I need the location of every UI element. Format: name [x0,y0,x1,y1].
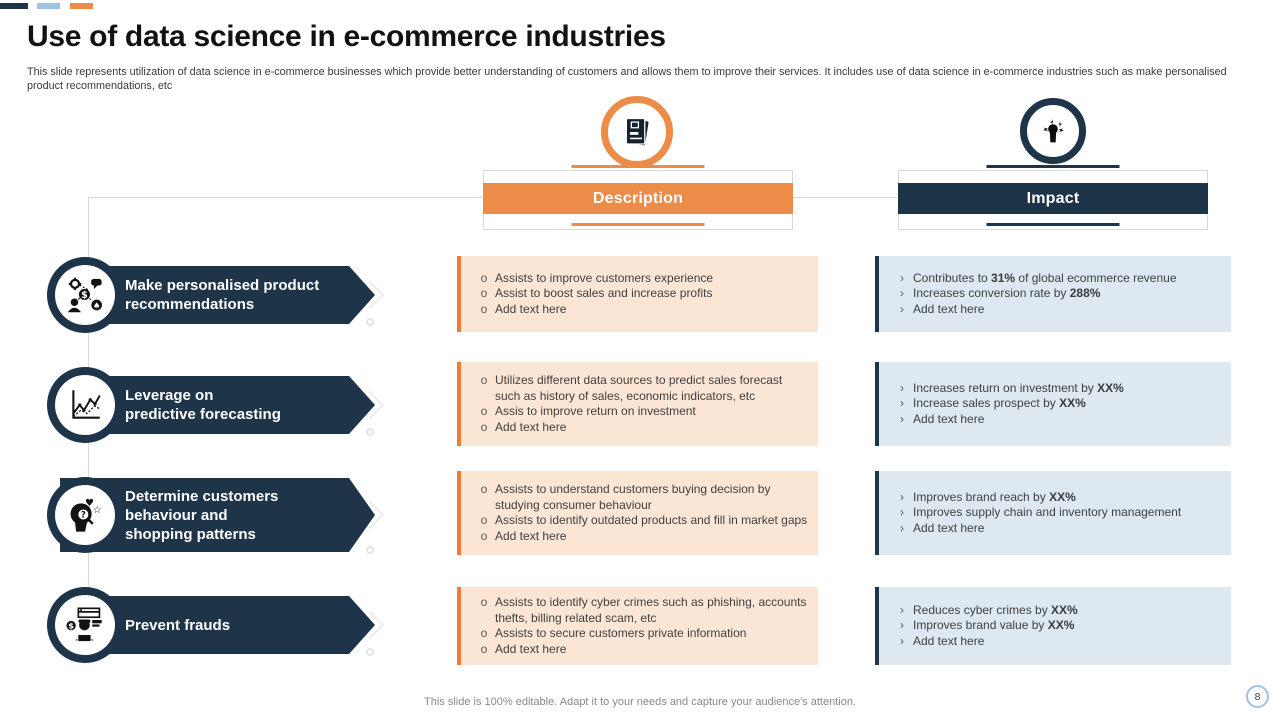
bullet-item: o Assists to secure customers private inf… [480,626,747,640]
accent-bar-orange [70,3,93,9]
customer-behaviour-icon: ? ♥ ☆ [47,477,123,553]
svg-text:♠: ♠ [93,300,101,310]
impact-bullets: › Increases return on investment by XX% › I… [879,381,1231,428]
bullet-item: › Add text here [900,520,985,535]
bullet-item: o Utilizes different data sources to pred… [480,373,783,403]
bullet-item: o Assist to boost sales and increase prof… [480,286,713,301]
tip-dot [366,648,374,656]
impact-box: › Improves brand reach by XX% › Improves su… [875,471,1231,555]
bullet-item: › Add text here [900,633,985,648]
description-box: o Assists to understand customers buying … [457,471,818,555]
description-bullets: o Assists to identify cyber crimes such a… [461,595,818,657]
impact-header-box: Impact [898,165,1208,230]
description-box: o Utilizes different data sources to pred… [457,362,818,446]
bullet-item: › Contributes to 31% of global ecommerce … [900,270,1177,285]
bullet-item: › Increases return on investment by XX% [900,380,1124,395]
svg-text:?: ? [81,511,86,521]
description-header: Description [483,183,793,214]
description-bullets: o Utilizes different data sources to pred… [461,373,818,435]
description-bullets: o Assists to understand customers buying … [461,482,818,544]
impact-bullets: › Improves brand reach by XX% › Improves su… [879,490,1231,537]
fraud-prevention-icon: $ [47,587,123,663]
impact-fist-icon [1020,98,1086,164]
description-accent-bottom [571,223,705,226]
bullet-item: › Improves supply chain and inventory man… [900,505,1182,520]
bullet-item: › Add text here [900,301,985,316]
bullet-item: o Assists to improve customers experience [480,270,714,285]
bullet-item: o Add text here [480,419,567,434]
svg-text:$: $ [68,621,74,631]
bullet-item: o Assis to improve return on investment [480,404,696,418]
predictive-forecasting-icon [47,367,123,443]
impact-accent-top [986,165,1120,168]
accent-bar-blue [37,3,60,9]
page-title: Use of data science in e-commerce indust… [27,20,666,53]
impact-box: › Increases return on investment by XX% › I… [875,362,1231,446]
bullet-item: › Increase sales prospect by XX% [900,396,1086,411]
svg-text:☆: ☆ [93,505,102,516]
impact-box: › Reduces cyber crimes by XX% › Improves br… [875,587,1231,665]
tip-dot [366,318,374,326]
document-icon [601,96,673,168]
bullet-item: › Improves brand value by XX% [900,618,1075,633]
impact-box: › Contributes to 31% of global ecommerce … [875,256,1231,332]
impact-accent-bottom [986,223,1120,226]
page-number-badge: 8 [1246,685,1269,708]
tip-dot [366,546,374,554]
svg-text:♥: ♥ [85,498,94,509]
description-box: o Assists to improve customers experience… [457,256,818,332]
bullet-item: o Add text here [480,528,567,543]
personalised-recommendations-icon: $ ♠ [47,257,123,333]
footer-note: This slide is 100% editable. Adapt it to… [424,696,856,708]
bullet-item: › Reduces cyber crimes by XX% [900,602,1078,617]
impact-bullets: › Reduces cyber crimes by XX% › Improves br… [879,603,1231,650]
bullet-item: o Add text here [480,301,567,316]
description-bullets: o Assists to improve customers experience… [461,271,818,318]
description-box: o Assists to identify cyber crimes such a… [457,587,818,665]
bullet-item: o Assists to identify outdated products a… [480,513,808,527]
tip-dot [366,428,374,436]
slide-subtitle: This slide represents utilization of dat… [27,66,1227,92]
description-header-box: Description [483,165,793,230]
bullet-item: › Add text here [900,411,985,426]
bullet-item: o Assists to identify cyber crimes such a… [480,595,807,625]
impact-header: Impact [898,183,1208,214]
impact-bullets: › Contributes to 31% of global ecommerce … [879,271,1231,318]
bullet-item: › Improves brand reach by XX% [900,489,1076,504]
bullet-item: o Assists to understand customers buying … [480,482,771,512]
bullet-item: › Increases conversion rate by 288% [900,286,1101,301]
svg-text:$: $ [81,290,88,301]
bullet-item: o Add text here [480,641,567,656]
accent-bar-navy [0,3,28,9]
